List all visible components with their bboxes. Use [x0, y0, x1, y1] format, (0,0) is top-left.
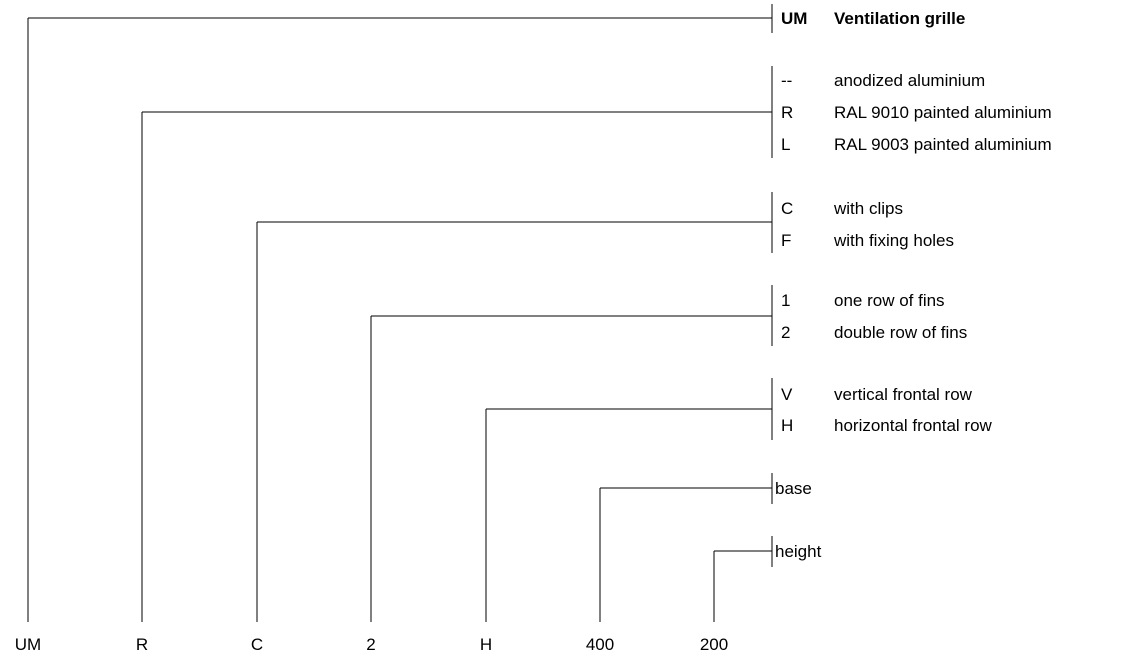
option-code: F — [781, 231, 791, 250]
option-description: vertical frontal row — [834, 385, 973, 404]
segment-frontal-row: V vertical frontal row H horizontal fron… — [480, 378, 993, 654]
code-label-base: 400 — [586, 635, 614, 654]
option-code: 1 — [781, 291, 790, 310]
segment-material: -- anodized aluminium R RAL 9010 painted… — [136, 66, 1052, 654]
option-code: R — [781, 103, 793, 122]
code-label-fins: 2 — [366, 635, 375, 654]
option-code: C — [781, 199, 793, 218]
segment-um: UM Ventilation grille UM — [15, 4, 965, 654]
option-description: RAL 9010 painted aluminium — [834, 103, 1052, 122]
option-code: V — [781, 385, 793, 404]
option-description: anodized aluminium — [834, 71, 985, 90]
code-label-fixing: C — [251, 635, 263, 654]
option-description: one row of fins — [834, 291, 945, 310]
code-label-height: 200 — [700, 635, 728, 654]
segment-height: height 200 — [700, 536, 822, 654]
option-description: RAL 9003 painted aluminium — [834, 135, 1052, 154]
option-description: base — [775, 479, 812, 498]
code-label-material: R — [136, 635, 148, 654]
code-label-frontal-row: H — [480, 635, 492, 654]
segment-fins: 1 one row of fins 2 double row of fins 2 — [366, 285, 967, 654]
option-description: height — [775, 542, 822, 561]
code-label-um: UM — [15, 635, 41, 654]
option-code: 2 — [781, 323, 790, 342]
option-description: with fixing holes — [833, 231, 954, 250]
option-description: double row of fins — [834, 323, 967, 342]
option-code: UM — [781, 9, 807, 28]
option-description: with clips — [833, 199, 903, 218]
segment-base: base 400 — [586, 473, 812, 654]
option-description: horizontal frontal row — [834, 416, 993, 435]
segment-fixing: C with clips F with fixing holes C — [251, 192, 954, 654]
option-description: Ventilation grille — [834, 9, 965, 28]
option-code: L — [781, 135, 790, 154]
option-code: H — [781, 416, 793, 435]
option-code: -- — [781, 71, 792, 90]
